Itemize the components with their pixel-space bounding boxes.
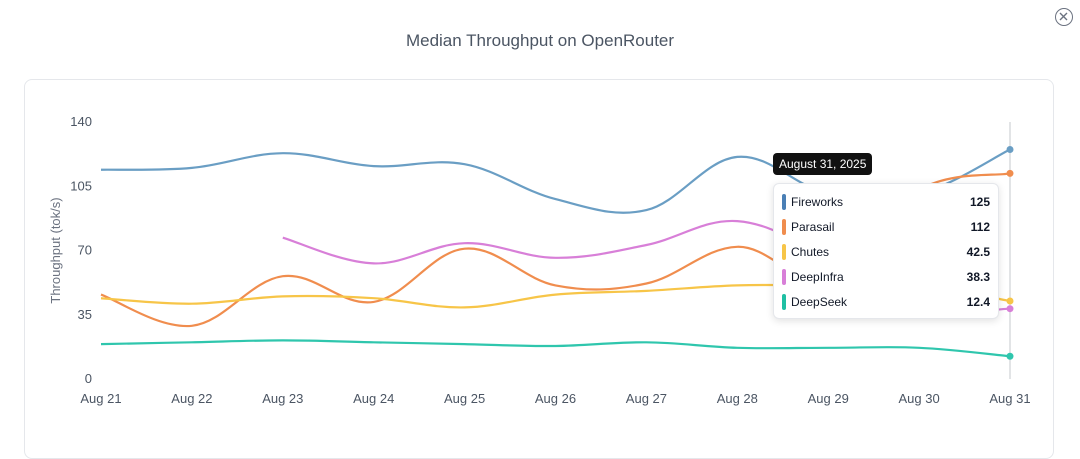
series-point-chutes[interactable] [1006,297,1014,305]
tooltip-series-value: 125 [969,195,990,209]
x-tick-label: Aug 22 [171,391,212,406]
tooltip-series-value: 12.4 [966,295,990,309]
x-tick-label: Aug 28 [717,391,758,406]
series-point-fireworks[interactable] [1006,146,1014,154]
tooltip-swatch [782,244,786,260]
tooltip-series-value: 42.5 [966,245,990,259]
tooltip-swatch [782,269,786,285]
y-axis-label: Throughput (tok/s) [48,197,63,303]
tooltip-series-name: DeepInfra [791,270,844,284]
series-point-deepseek[interactable] [1006,352,1014,360]
y-tick-label: 0 [85,371,92,386]
y-tick-label: 105 [70,178,92,193]
tooltip-series-name: DeepSeek [791,295,848,309]
series-point-deepinfra[interactable] [1006,305,1014,313]
tooltip-row: Parasail 112 [782,217,990,237]
x-tick-label: Aug 25 [444,391,485,406]
tooltip-series-name: Fireworks [791,195,844,209]
close-button[interactable] [1055,8,1073,26]
x-tick-label: Aug 23 [262,391,303,406]
tooltip-series-value: 112 [970,220,990,234]
series-point-parasail[interactable] [1006,169,1014,177]
y-tick-label: 140 [70,114,92,129]
x-tick-label: Aug 31 [989,391,1030,406]
close-icon [1059,12,1068,21]
tooltip-series-value: 38.3 [966,270,990,284]
x-tick-label: Aug 21 [80,391,121,406]
tooltip-swatch [782,219,786,235]
x-tick-label: Aug 26 [535,391,576,406]
tooltip-row: DeepInfra 38.3 [782,267,990,287]
tooltip-series-name: Parasail [791,220,835,234]
tooltip-series-name: Chutes [791,245,830,259]
x-tick-label: Aug 29 [808,391,849,406]
chart-modal: Median Throughput on OpenRouter 0 35 70 105… [24,8,1073,459]
tooltip-row: DeepSeek 12.4 [782,292,990,312]
x-tick-label: Aug 30 [898,391,939,406]
tooltip-row: Chutes 42.5 [782,242,990,262]
x-tick-label: Aug 27 [626,391,667,406]
x-tick-label: Aug 24 [353,391,394,406]
chart-title: Median Throughput on OpenRouter [405,31,675,50]
tooltip-swatch [782,194,786,210]
tooltip-row: Fireworks 125 [782,192,990,212]
tooltip-date-badge: August 31, 2025 [773,153,873,175]
series-line-deepseek[interactable] [100,339,1011,358]
tooltip-swatch [782,294,786,310]
y-tick-label: 70 [78,243,92,258]
hover-tooltip: Fireworks 125 Parasail 112 Chutes 42.5 DeepInf… [773,183,999,319]
y-tick-label: 35 [78,307,92,322]
